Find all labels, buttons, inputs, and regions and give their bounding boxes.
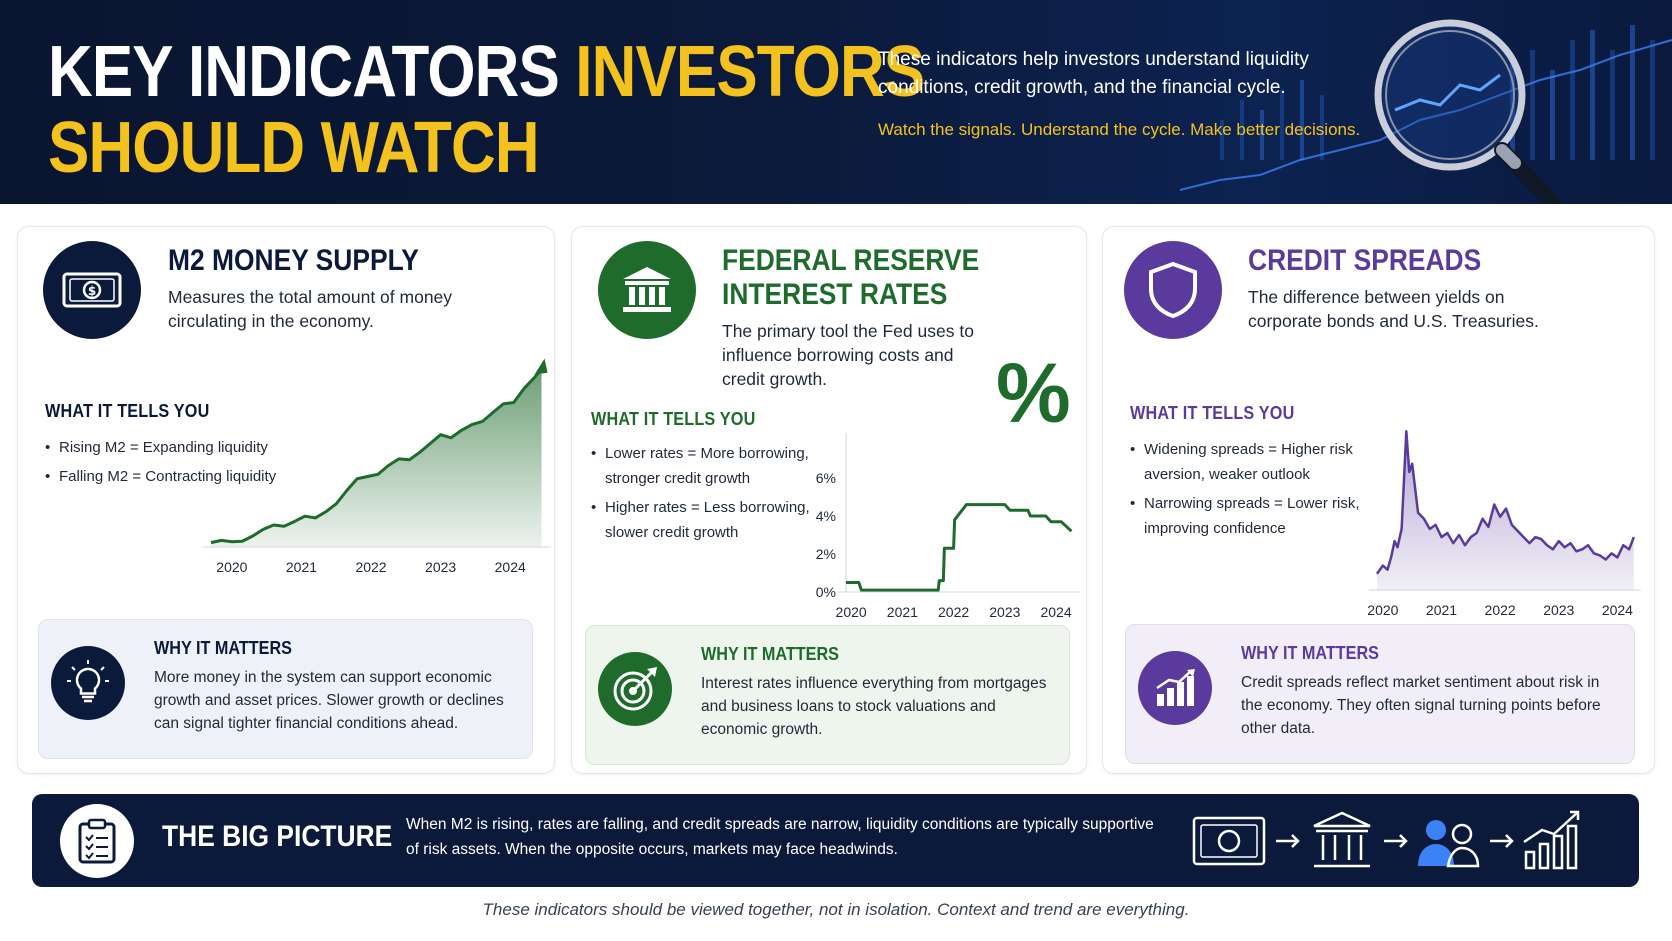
credit-bullets: Widening spreads = Higher risk aversion,… — [1130, 437, 1360, 545]
fed-panel: FEDERAL RESERVE INTEREST RATES The prima… — [571, 226, 1087, 774]
header-banner: KEY INDICATORS INVESTORS SHOULD WATCH Th… — [0, 0, 1672, 204]
bank-building-icon — [598, 241, 696, 339]
list-item: Lower rates = More borrowing, stronger c… — [591, 441, 816, 491]
big-picture-title: THE BIG PICTURE — [162, 820, 393, 853]
x-tick-label: 2021 — [1426, 602, 1457, 618]
series-line — [1375, 429, 1635, 575]
m2-chart: 2020 2021 2022 2023 2024 — [203, 358, 551, 575]
growth-chart-icon — [1523, 810, 1580, 870]
trend-arrowhead — [534, 358, 548, 375]
credit-section-head: WHAT IT TELLS YOU — [1130, 403, 1295, 423]
x-tick-label: 2024 — [1602, 602, 1633, 618]
series-line — [210, 367, 543, 545]
money-bill-icon: $ — [43, 241, 141, 339]
m2-panel: $ M2 MONEY SUPPLY Measures the total amo… — [17, 226, 555, 774]
m2-matters-title: WHY IT MATTERS — [154, 638, 292, 658]
x-tick-label: 2023 — [989, 604, 1020, 620]
x-tick-label: 2022 — [1485, 602, 1516, 618]
m2-bullets: Rising M2 = Expanding liquidity Falling … — [45, 435, 305, 493]
fed-matters-text: Interest rates influence everything from… — [701, 675, 1047, 738]
list-item: Higher rates = Less borrowing, slower cr… — [591, 495, 816, 545]
x-tick-label: 2020 — [1367, 602, 1398, 618]
m2-description: Measures the total amount of money circu… — [168, 287, 453, 331]
fed-title-line1: FEDERAL RESERVE — [722, 244, 980, 277]
m2-matters-text: More money in the system can support eco… — [154, 669, 504, 732]
arrow-right-icon — [1384, 834, 1408, 848]
arrow-right-icon — [1276, 834, 1300, 848]
credit-description: The difference between yields on corpora… — [1248, 287, 1539, 331]
list-item: Falling M2 = Contracting liquidity — [45, 464, 305, 489]
fed-section-head: WHAT IT TELLS YOU — [591, 409, 756, 429]
list-item: Widening spreads = Higher risk aversion,… — [1130, 437, 1360, 487]
fed-title-line2: INTEREST RATES — [722, 278, 948, 311]
big-picture-flow — [1192, 810, 1580, 870]
series-area — [211, 368, 542, 547]
people-icon — [1418, 820, 1480, 868]
x-tick-label: 2022 — [938, 604, 969, 620]
y-tick-label: 4% — [816, 508, 836, 524]
magnifying-glass-icon — [1374, 19, 1563, 204]
credit-panel: CREDIT SPREADS The difference between yi… — [1102, 226, 1655, 774]
x-tick-label: 2022 — [355, 559, 386, 575]
x-tick-label: 2024 — [1040, 604, 1071, 620]
list-item: Rising M2 = Expanding liquidity — [45, 435, 305, 460]
x-tick-label: 2023 — [425, 559, 456, 575]
money-bill-icon — [1192, 816, 1266, 866]
bar-chart-up-icon — [1138, 651, 1212, 725]
target-icon — [598, 652, 672, 726]
shield-icon — [1124, 241, 1222, 339]
percent-icon: % — [996, 346, 1071, 440]
header-tagline: Watch the signals. Understand the cycle.… — [878, 120, 1361, 139]
credit-matters-text: Credit spreads reflect market sentiment … — [1241, 674, 1601, 737]
title-part2: INVESTORS — [575, 32, 925, 112]
big-picture-bar: THE BIG PICTURE When M2 is rising, rates… — [32, 794, 1639, 887]
fed-matters-title: WHY IT MATTERS — [701, 644, 839, 664]
footer-note: These indicators should be viewed togeth… — [482, 900, 1190, 919]
list-item: Narrowing spreads = Lower risk, improvin… — [1130, 491, 1360, 541]
x-tick-label: 2021 — [286, 559, 317, 575]
y-tick-label: 6% — [816, 470, 836, 486]
big-picture-text: When M2 is rising, rates are falling, an… — [406, 816, 1154, 858]
y-tick-label: 0% — [816, 584, 836, 600]
credit-spread-chart: 2020 2021 2022 2023 2024 — [1367, 429, 1641, 618]
m2-title: M2 MONEY SUPPLY — [168, 244, 419, 277]
x-tick-label: 2021 — [887, 604, 918, 620]
x-tick-label: 2024 — [495, 559, 526, 575]
x-tick-label: 2020 — [216, 559, 247, 575]
header-description: These indicators help investors understa… — [878, 49, 1309, 98]
x-tick-label: 2020 — [836, 604, 867, 620]
y-tick-label: 2% — [816, 546, 836, 562]
fed-why-it-matters: WHY IT MATTERS Interest rates influence … — [585, 625, 1070, 765]
series-line — [846, 503, 1073, 592]
m2-why-it-matters: WHY IT MATTERS More money in the system … — [38, 619, 533, 759]
page-title: KEY INDICATORS INVESTORS SHOULD WATCH — [48, 32, 925, 188]
title-part1: KEY INDICATORS — [48, 32, 576, 112]
fed-bullets: Lower rates = More borrowing, stronger c… — [591, 441, 816, 549]
clipboard-checklist-icon — [60, 804, 134, 878]
bank-building-icon — [1313, 811, 1371, 868]
fed-description: The primary tool the Fed uses to influen… — [722, 321, 974, 389]
market-chart-decoration — [1180, 19, 1672, 204]
title-line2: SHOULD WATCH — [48, 108, 540, 188]
x-tick-label: 2023 — [1543, 602, 1574, 618]
credit-title: CREDIT SPREADS — [1248, 244, 1482, 277]
m2-section-head: WHAT IT TELLS YOU — [45, 401, 210, 421]
arrow-right-icon — [1490, 834, 1514, 848]
lightbulb-icon — [51, 646, 125, 720]
credit-why-it-matters: WHY IT MATTERS Credit spreads reflect ma… — [1125, 624, 1635, 764]
svg-text:$: $ — [88, 284, 96, 298]
fed-rate-chart: 6% 4% 2% 0%2020 2021 2022 2023 2024 — [816, 433, 1080, 620]
credit-matters-title: WHY IT MATTERS — [1241, 643, 1379, 663]
